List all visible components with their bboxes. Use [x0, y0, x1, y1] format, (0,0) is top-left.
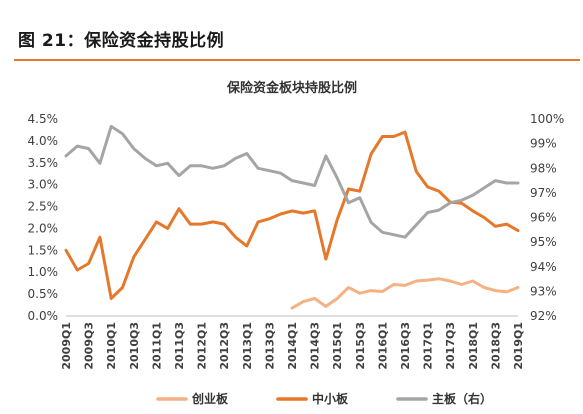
x-tick-label: 2011Q1	[150, 322, 163, 370]
x-tick-label: 2015Q1	[331, 322, 344, 370]
y-right-tick-label: 99%	[530, 137, 557, 151]
x-tick-label: 2015Q3	[354, 322, 367, 370]
x-tick-label: 2012Q1	[196, 322, 209, 370]
x-tick-label: 2017Q3	[444, 322, 457, 370]
legend-label: 主板（右）	[432, 391, 492, 406]
figure-header: 图 21：保险资金持股比例	[0, 0, 583, 62]
y-right-tick-label: 92%	[530, 309, 557, 323]
x-tick-label: 2010Q1	[105, 322, 118, 370]
chart-title: 保险资金板块持股比例	[226, 80, 357, 96]
x-tick-label: 2012Q3	[218, 322, 231, 370]
figure-title: 图 21：保险资金持股比例	[18, 31, 225, 51]
x-tick-label: 2018Q3	[489, 322, 502, 370]
x-tick-label: 2019Q1	[512, 322, 525, 370]
y-left-tick-label: 1.5%	[28, 243, 59, 257]
y-right-tick-label: 94%	[530, 260, 557, 274]
y-left-tick-label: 0.0%	[28, 309, 59, 323]
x-tick-label: 2010Q3	[128, 322, 141, 370]
x-tick-label: 2016Q1	[376, 322, 389, 370]
y-left-tick-label: 0.5%	[28, 287, 59, 301]
series-line	[64, 124, 520, 239]
x-tick-label: 2013Q3	[263, 322, 276, 370]
x-tick-label: 2014Q3	[309, 322, 322, 370]
x-tick-label: 2009Q1	[60, 322, 73, 370]
legend-label: 中小板	[312, 391, 349, 406]
x-tick-label: 2017Q1	[422, 322, 435, 370]
series-line	[64, 130, 520, 300]
x-tick-label: 2013Q1	[241, 322, 254, 370]
x-tick-label: 2014Q1	[286, 322, 299, 370]
series-line	[290, 277, 520, 310]
legend-label: 创业板	[191, 391, 229, 406]
y-left-tick-label: 3.5%	[28, 156, 59, 170]
y-right-tick-label: 97%	[530, 186, 557, 200]
header-rule	[14, 59, 580, 61]
x-tick-label: 2009Q3	[83, 322, 96, 370]
y-right-tick-label: 98%	[530, 161, 557, 175]
y-right-tick-label: 95%	[530, 235, 557, 249]
x-tick-label: 2018Q1	[467, 322, 480, 370]
x-tick-label: 2016Q3	[399, 322, 412, 370]
y-right-tick-label: 93%	[530, 284, 557, 298]
x-tick-label: 2011Q3	[173, 322, 186, 370]
y-left-tick-label: 2.0%	[28, 221, 59, 235]
y-right-tick-label: 96%	[530, 211, 557, 225]
y-left-tick-label: 3.0%	[28, 178, 59, 192]
y-right-tick-label: 100%	[530, 112, 564, 126]
y-left-tick-label: 1.0%	[28, 265, 59, 279]
y-left-tick-label: 4.5%	[28, 112, 59, 126]
y-left-tick-label: 2.5%	[28, 200, 59, 214]
y-left-tick-label: 4.0%	[28, 134, 59, 148]
